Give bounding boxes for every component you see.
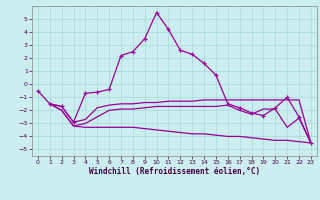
X-axis label: Windchill (Refroidissement éolien,°C): Windchill (Refroidissement éolien,°C) bbox=[89, 167, 260, 176]
